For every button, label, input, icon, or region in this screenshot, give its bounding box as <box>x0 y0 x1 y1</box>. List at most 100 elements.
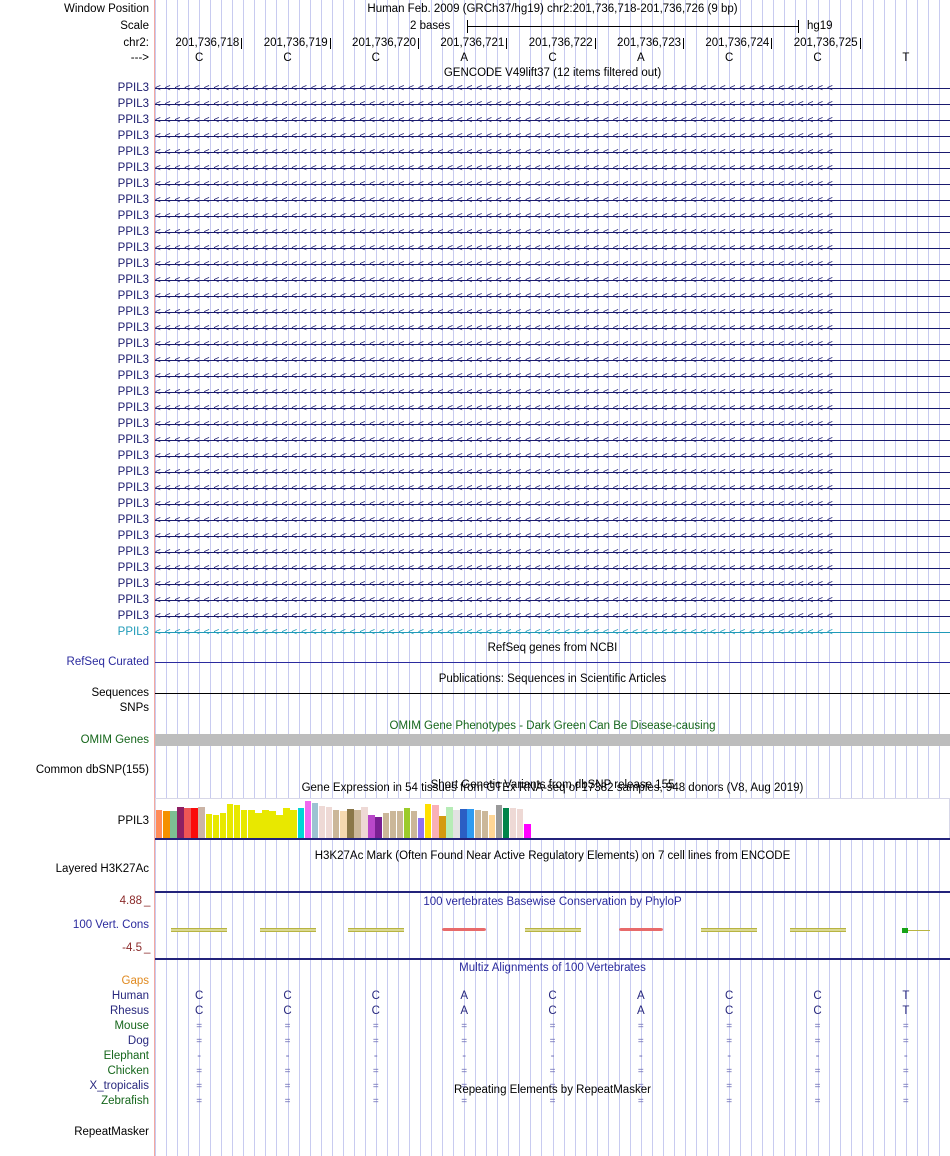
multiz-species-row[interactable]: = = = = = = = = = <box>155 1094 950 1109</box>
gtex-tissue-bar[interactable] <box>269 811 276 838</box>
multiz-species-label[interactable]: Zebrafish <box>101 1095 149 1107</box>
gencode-gene-row[interactable]: <<<<<<<<<<<<<<<<<<<<<<<<<<<<<<<<<<<<<<<<… <box>155 305 950 320</box>
gtex-tissue-bar[interactable] <box>361 807 368 838</box>
gtex-tissue-bar[interactable] <box>460 809 467 838</box>
gtex-tissue-bar[interactable] <box>424 804 432 838</box>
gencode-gene-label[interactable]: PPIL3 <box>117 418 149 430</box>
multiz-species-row[interactable]: = = = = = = = = = <box>155 1019 950 1034</box>
multiz-species-label[interactable]: Mouse <box>114 1020 149 1032</box>
multiz-species-label[interactable]: Human <box>111 990 149 1002</box>
multiz-species-label[interactable]: Dog <box>127 1035 149 1047</box>
gencode-gene-row[interactable]: <<<<<<<<<<<<<<<<<<<<<<<<<<<<<<<<<<<<<<<<… <box>155 225 950 240</box>
gtex-tissue-bar[interactable] <box>184 808 191 838</box>
gtex-tissue-bar[interactable] <box>446 806 453 838</box>
conservation-mark[interactable] <box>432 900 496 958</box>
gencode-gene-label[interactable]: PPIL3 <box>117 546 149 558</box>
gencode-gene-row[interactable]: <<<<<<<<<<<<<<<<<<<<<<<<<<<<<<<<<<<<<<<<… <box>155 81 950 96</box>
gtex-tissue-bar[interactable] <box>212 814 220 838</box>
multiz-species-row[interactable]: = = = = = = = = = <box>155 1064 950 1079</box>
gencode-gene-label[interactable]: PPIL3 <box>117 354 149 366</box>
gencode-gene-label[interactable]: PPIL3 <box>117 98 149 110</box>
gencode-gene-label[interactable]: PPIL3 <box>117 626 149 638</box>
gencode-gene-row[interactable]: <<<<<<<<<<<<<<<<<<<<<<<<<<<<<<<<<<<<<<<<… <box>155 625 950 640</box>
gtex-tissue-bar[interactable] <box>255 813 262 838</box>
conservation-mark[interactable] <box>521 900 585 958</box>
omim-track-label[interactable]: OMIM Genes <box>80 734 149 746</box>
gencode-gene-label[interactable]: PPIL3 <box>117 594 149 606</box>
gencode-gene-row[interactable]: <<<<<<<<<<<<<<<<<<<<<<<<<<<<<<<<<<<<<<<<… <box>155 513 950 528</box>
gtex-tissue-bar[interactable] <box>283 807 290 838</box>
gencode-gene-label[interactable]: PPIL3 <box>117 514 149 526</box>
conservation-mark[interactable] <box>609 900 673 958</box>
conservation-mark[interactable] <box>786 900 850 958</box>
gtex-tissue-bar[interactable] <box>191 808 198 838</box>
gencode-gene-row[interactable]: <<<<<<<<<<<<<<<<<<<<<<<<<<<<<<<<<<<<<<<<… <box>155 321 950 336</box>
gtex-tissue-bars[interactable] <box>156 799 531 838</box>
conservation-mark[interactable] <box>344 900 408 958</box>
gtex-tissue-bar[interactable] <box>368 814 375 838</box>
gencode-gene-row[interactable]: <<<<<<<<<<<<<<<<<<<<<<<<<<<<<<<<<<<<<<<<… <box>155 401 950 416</box>
gencode-gene-row[interactable]: <<<<<<<<<<<<<<<<<<<<<<<<<<<<<<<<<<<<<<<<… <box>155 433 950 448</box>
gencode-gene-label[interactable]: PPIL3 <box>117 402 149 414</box>
gencode-gene-row[interactable]: <<<<<<<<<<<<<<<<<<<<<<<<<<<<<<<<<<<<<<<<… <box>155 545 950 560</box>
conservation-mark[interactable] <box>697 900 761 958</box>
gencode-gene-row[interactable]: <<<<<<<<<<<<<<<<<<<<<<<<<<<<<<<<<<<<<<<<… <box>155 385 950 400</box>
coordinate-ruler[interactable]: 201,736,718 201,736,719 201,736,720 201,736… <box>155 36 950 50</box>
gencode-gene-row[interactable]: <<<<<<<<<<<<<<<<<<<<<<<<<<<<<<<<<<<<<<<<… <box>155 113 950 128</box>
refseq-feature-line[interactable] <box>155 662 950 663</box>
conservation-mark[interactable] <box>874 900 938 958</box>
multiz-species-row[interactable] <box>155 974 950 989</box>
gtex-tissue-bar[interactable] <box>509 808 517 838</box>
gencode-gene-label[interactable]: PPIL3 <box>117 562 149 574</box>
gtex-tissue-bar[interactable] <box>226 804 234 838</box>
gtex-tissue-bar[interactable] <box>198 806 205 838</box>
gencode-gene-row[interactable]: <<<<<<<<<<<<<<<<<<<<<<<<<<<<<<<<<<<<<<<<… <box>155 593 950 608</box>
conservation-track-label[interactable]: 100 Vert. Cons <box>72 919 149 931</box>
gtex-tissue-bar[interactable] <box>163 811 170 838</box>
gtex-tissue-bar[interactable] <box>276 814 283 838</box>
gencode-gene-label[interactable]: PPIL3 <box>117 434 149 446</box>
multiz-species-label[interactable]: X_tropicalis <box>89 1080 149 1092</box>
gtex-tissue-bar[interactable] <box>375 816 382 838</box>
gtex-tissue-bar[interactable] <box>502 807 510 838</box>
gtex-tissue-bar[interactable] <box>219 812 227 838</box>
gtex-tissue-bar[interactable] <box>325 806 333 838</box>
gencode-gene-row[interactable]: <<<<<<<<<<<<<<<<<<<<<<<<<<<<<<<<<<<<<<<<… <box>155 353 950 368</box>
gtex-track-label[interactable]: PPIL3 <box>117 815 149 827</box>
gencode-gene-row[interactable]: <<<<<<<<<<<<<<<<<<<<<<<<<<<<<<<<<<<<<<<<… <box>155 561 950 576</box>
gtex-tissue-bar[interactable] <box>481 811 489 838</box>
omim-gene-bar[interactable] <box>155 734 950 746</box>
conservation-mark[interactable] <box>167 900 231 958</box>
gtex-tissue-bar[interactable] <box>170 810 177 838</box>
gencode-gene-label[interactable]: PPIL3 <box>117 578 149 590</box>
multiz-species-row[interactable]: --------- <box>155 1049 950 1064</box>
gtex-tissue-bar[interactable] <box>248 809 255 838</box>
multiz-species-row[interactable]: = = = = = = = = = <box>155 1034 950 1049</box>
gencode-gene-row[interactable]: <<<<<<<<<<<<<<<<<<<<<<<<<<<<<<<<<<<<<<<<… <box>155 97 950 112</box>
gencode-gene-row[interactable]: <<<<<<<<<<<<<<<<<<<<<<<<<<<<<<<<<<<<<<<<… <box>155 577 950 592</box>
gencode-gene-label[interactable]: PPIL3 <box>117 290 149 302</box>
gtex-tissue-bar[interactable] <box>474 809 481 838</box>
gencode-gene-label[interactable]: PPIL3 <box>117 370 149 382</box>
gencode-gene-row[interactable]: <<<<<<<<<<<<<<<<<<<<<<<<<<<<<<<<<<<<<<<<… <box>155 417 950 432</box>
gtex-tissue-bar[interactable] <box>389 811 397 838</box>
gencode-gene-row[interactable]: <<<<<<<<<<<<<<<<<<<<<<<<<<<<<<<<<<<<<<<<… <box>155 465 950 480</box>
gencode-gene-label[interactable]: PPIL3 <box>117 498 149 510</box>
gencode-gene-row[interactable]: <<<<<<<<<<<<<<<<<<<<<<<<<<<<<<<<<<<<<<<<… <box>155 481 950 496</box>
gencode-gene-row[interactable]: <<<<<<<<<<<<<<<<<<<<<<<<<<<<<<<<<<<<<<<<… <box>155 193 950 208</box>
multiz-species-row[interactable]: = = = = = = = = = <box>155 1079 950 1094</box>
refseq-track-label[interactable]: RefSeq Curated <box>66 656 149 668</box>
gtex-tissue-bar[interactable] <box>403 808 411 838</box>
gencode-gene-label[interactable]: PPIL3 <box>117 450 149 462</box>
gencode-gene-label[interactable]: PPIL3 <box>117 274 149 286</box>
gencode-gene-label[interactable]: PPIL3 <box>117 130 149 142</box>
multiz-species-label[interactable]: Gaps <box>121 975 150 987</box>
gencode-gene-label[interactable]: PPIL3 <box>117 386 149 398</box>
gencode-gene-label[interactable]: PPIL3 <box>117 210 149 222</box>
gtex-tissue-bar[interactable] <box>396 811 404 838</box>
gencode-gene-label[interactable]: PPIL3 <box>117 338 149 350</box>
gencode-gene-row[interactable]: <<<<<<<<<<<<<<<<<<<<<<<<<<<<<<<<<<<<<<<<… <box>155 161 950 176</box>
gtex-tissue-bar[interactable] <box>417 817 425 838</box>
